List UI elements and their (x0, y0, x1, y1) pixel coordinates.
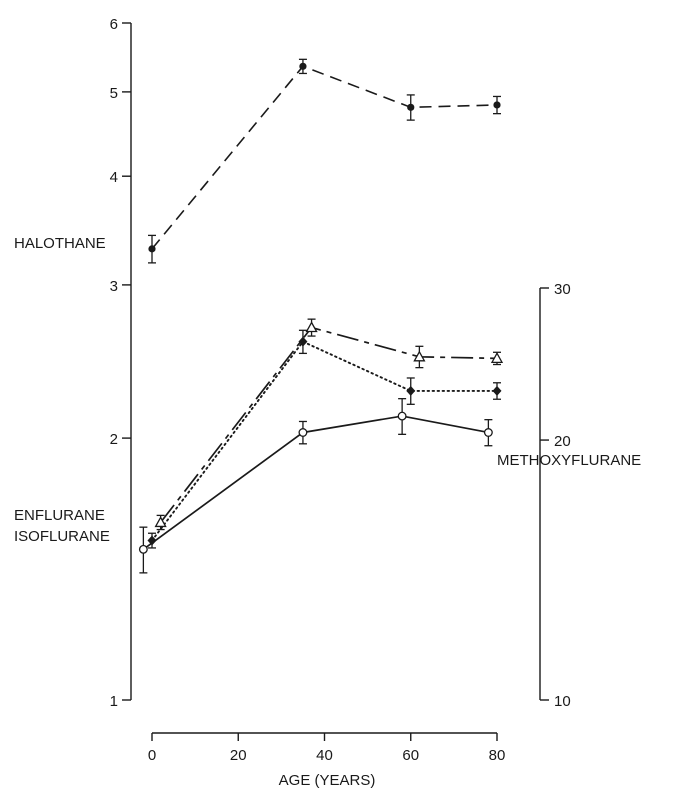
marker-methoxyflurane (406, 385, 416, 396)
marker-isoflurane (298, 428, 308, 437)
series-lines (142, 65, 498, 551)
x-tick-label: 0 (148, 747, 156, 764)
marker-enflurane (305, 321, 318, 333)
left-tick-label: 2 (110, 431, 118, 448)
marker-methoxyflurane (492, 385, 502, 396)
marker-isoflurane (483, 428, 493, 437)
series-line-methoxyflurane (151, 340, 498, 542)
series-line-enflurane (159, 326, 498, 523)
right-tick-label: 20 (554, 433, 571, 450)
left-tick-label: 5 (110, 85, 118, 102)
marker-enflurane (413, 350, 426, 362)
marker-halothane (148, 245, 156, 253)
x-axis-label: AGE (YEARS) (279, 772, 376, 789)
marker-enflurane (154, 516, 167, 528)
series-line-halothane (151, 65, 498, 250)
markers (138, 62, 504, 554)
marker-halothane (493, 101, 501, 109)
marker-isoflurane (397, 411, 407, 421)
left-tick-label: 1 (110, 693, 118, 710)
x-tick-label: 40 (316, 747, 333, 764)
x-tick-label: 80 (489, 747, 506, 764)
error-bars (139, 58, 501, 574)
marker-enflurane (490, 352, 504, 363)
marker-halothane (407, 103, 415, 111)
axes: 1 2 3 4 5 6 10 20 30 0 20 40 60 80 (110, 16, 571, 764)
marker-methoxyflurane (147, 535, 157, 546)
left-tick-label: 3 (110, 278, 118, 295)
series-label-isoflurane: ISOFLURANE (14, 528, 110, 545)
left-tick-label: 6 (110, 16, 118, 33)
marker-methoxyflurane (298, 336, 308, 347)
x-tick-label: 20 (230, 747, 247, 764)
marker-halothane (299, 62, 307, 70)
series-label-enflurane: ENFLURANE (14, 507, 105, 524)
right-tick-label: 10 (554, 693, 571, 710)
series-label-halothane: HALOTHANE (14, 235, 106, 252)
series-label-methoxyflurane: METHOXYFLURANE (497, 452, 641, 469)
series-labels: HALOTHANE ENFLURANE METHOXYFLURANE ISOFLURA… (14, 235, 641, 545)
left-tick-label: 4 (110, 169, 118, 186)
series-line-isoflurane (142, 415, 489, 551)
right-tick-label: 30 (554, 281, 571, 298)
x-tick-label: 60 (402, 747, 419, 764)
marker-isoflurane (138, 544, 148, 554)
